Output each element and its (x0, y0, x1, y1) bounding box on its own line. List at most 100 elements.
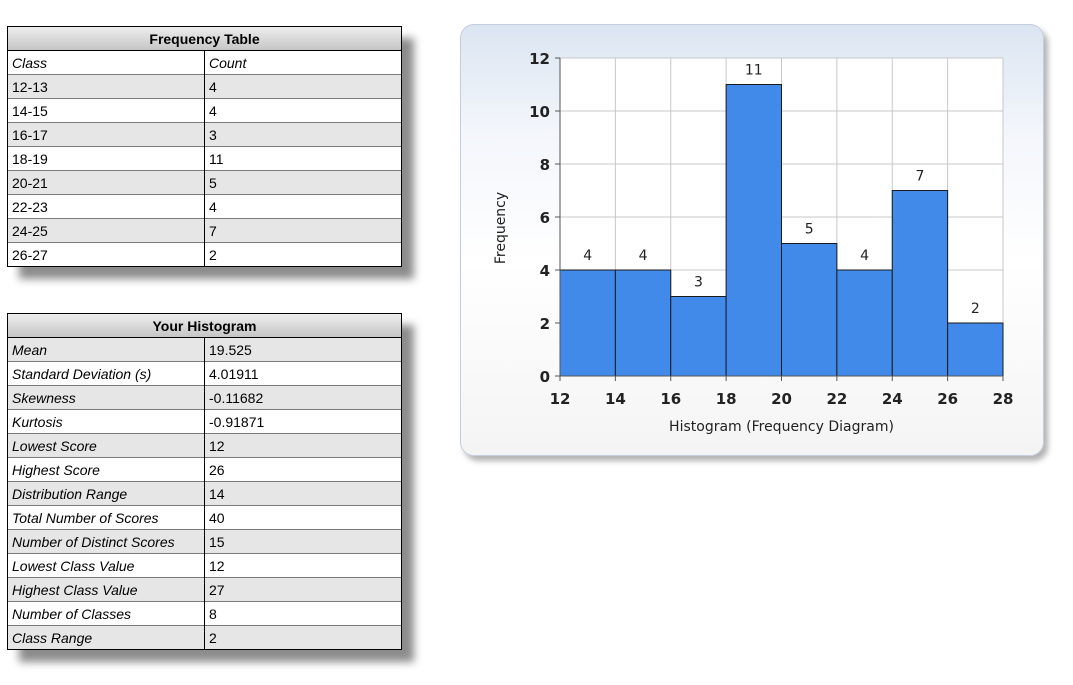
frequency-table-title: Frequency Table (8, 27, 401, 51)
y-tick-label: 4 (540, 262, 550, 280)
row-label: Kurtosis (8, 409, 205, 434)
row-label: Lowest Score (8, 433, 205, 458)
row-label: 14-15 (8, 98, 205, 123)
table-row: Mean 19.525 (8, 337, 401, 362)
histogram-bar (725, 84, 782, 377)
row-label: Highest Score (8, 457, 205, 482)
row-value: 4 (204, 74, 401, 99)
y-tick-label: 10 (529, 103, 550, 121)
table-row: 20-21 5 (8, 170, 401, 195)
x-tick-label: 14 (605, 390, 626, 408)
row-value: 26 (204, 457, 401, 482)
table-row: Distribution Range 14 (8, 481, 401, 506)
row-value: -0.91871 (204, 409, 401, 434)
x-tick-label: 28 (993, 390, 1014, 408)
row-value: 11 (204, 146, 401, 171)
table-row: Number of Distinct Scores 15 (8, 529, 401, 554)
table-row: 14-15 4 (8, 98, 401, 123)
row-value: 19.525 (204, 337, 401, 362)
row-value: 4.01911 (204, 361, 401, 386)
table-row: Highest Class Value 27 (8, 577, 401, 602)
x-tick-label: 24 (882, 390, 903, 408)
row-label: Number of Distinct Scores (8, 529, 205, 554)
row-label: 12-13 (8, 74, 205, 99)
row-value: 27 (204, 577, 401, 602)
histogram-chart-panel: 4 4 3 11 5 4 7 2 0 2 4 6 8 10 12 12 14 16 18 20 22 24 26 28 Hist… (460, 24, 1044, 456)
row-value: 14 (204, 481, 401, 506)
row-label: 26-27 (8, 242, 205, 266)
bar-data-label: 4 (639, 248, 648, 264)
row-value: 5 (204, 170, 401, 195)
histogram-bar (559, 269, 616, 377)
row-value: 12 (204, 433, 401, 458)
histogram-stats-table: Your Histogram Mean 19.525 Standard Deviat… (7, 313, 402, 650)
row-label: 18-19 (8, 146, 205, 171)
row-label: Skewness (8, 385, 205, 410)
bar-data-label: 5 (805, 222, 814, 238)
table-row: 12-13 4 (8, 74, 401, 99)
table-row: Highest Score 26 (8, 457, 401, 482)
histogram-bar (781, 243, 838, 377)
table-row: Standard Deviation (s) 4.01911 (8, 361, 401, 386)
histogram-bar (670, 296, 727, 377)
table-row: 24-25 7 (8, 218, 401, 243)
row-value: 3 (204, 122, 401, 147)
column-header: Class (8, 50, 205, 75)
row-label: 20-21 (8, 170, 205, 195)
histogram-table-title: Your Histogram (8, 314, 401, 338)
histogram-bar (614, 269, 672, 377)
row-label: Class Range (8, 625, 205, 649)
table-row: Kurtosis -0.91871 (8, 409, 401, 434)
row-value: 4 (204, 194, 401, 219)
bar-data-label: 7 (915, 169, 924, 185)
bar-data-label: 4 (860, 248, 869, 264)
row-label: 16-17 (8, 122, 205, 147)
frequency-table: Frequency Table Class Count 12-13 4 14-15 4 16… (7, 26, 402, 267)
y-tick-label: 2 (540, 315, 550, 333)
y-tick-label: 0 (540, 368, 550, 386)
x-axis-title: Histogram (Frequency Diagram) (669, 419, 894, 435)
row-label: Mean (8, 337, 205, 362)
x-tick-label: 20 (771, 390, 792, 408)
x-tick-label: 12 (550, 390, 571, 408)
row-value: 2 (204, 242, 401, 266)
table-header-row: Class Count (8, 50, 401, 75)
row-value: 15 (204, 529, 401, 554)
histogram-bar (891, 190, 949, 377)
x-tick-label: 16 (660, 390, 681, 408)
y-tick-label: 8 (540, 156, 550, 174)
table-row: Total Number of Scores 40 (8, 505, 401, 530)
row-label: Standard Deviation (s) (8, 361, 205, 386)
row-label: Lowest Class Value (8, 553, 205, 578)
table-row: 16-17 3 (8, 122, 401, 147)
table-row: Class Range 2 (8, 625, 401, 649)
table-row: 22-23 4 (8, 194, 401, 219)
row-label: Distribution Range (8, 481, 205, 506)
table-row: Number of Classes 8 (8, 601, 401, 626)
bar-data-label: 2 (971, 301, 980, 317)
column-header: Count (209, 54, 247, 71)
y-tick-label: 6 (540, 209, 550, 227)
row-label: Total Number of Scores (8, 505, 205, 530)
bar-data-label: 11 (745, 63, 763, 79)
table-row: Lowest Class Value 12 (8, 553, 401, 578)
x-tick-label: 18 (716, 390, 737, 408)
row-label: Highest Class Value (8, 577, 205, 602)
y-tick-label: 12 (529, 50, 550, 68)
row-value: -0.11682 (204, 385, 401, 410)
x-tick-label: 22 (826, 390, 847, 408)
row-label: 24-25 (8, 218, 205, 243)
x-tick-label: 26 (937, 390, 958, 408)
row-value: 12 (204, 553, 401, 578)
histogram-bar (836, 269, 893, 377)
row-value: 2 (204, 625, 401, 649)
histogram-bar (947, 322, 1004, 377)
row-value: 8 (204, 601, 401, 626)
row-label: Number of Classes (8, 601, 205, 626)
bar-data-label: 4 (583, 248, 592, 264)
row-value: 7 (204, 218, 401, 243)
row-label: 22-23 (8, 194, 205, 219)
bar-data-label: 3 (694, 275, 703, 291)
table-row: 26-27 2 (8, 242, 401, 266)
row-value: 4 (204, 98, 401, 123)
